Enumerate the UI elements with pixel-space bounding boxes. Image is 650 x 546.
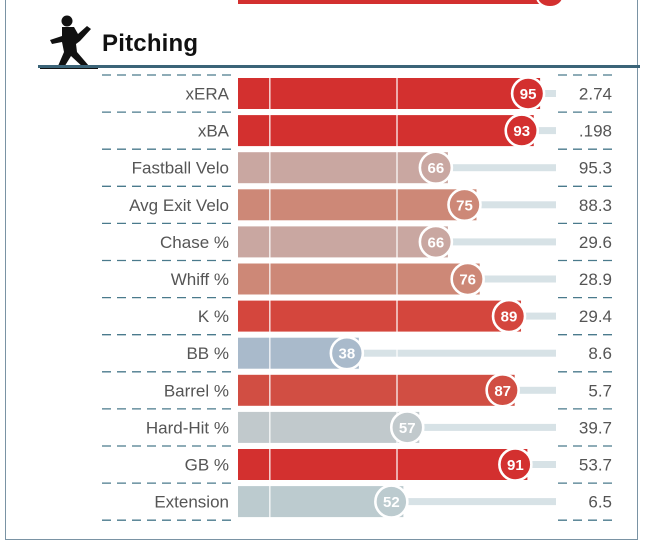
percentile-track (447, 164, 556, 172)
percentile-bubble (504, 113, 540, 148)
percentile-bubble (389, 410, 425, 445)
metric-label: BB % (186, 344, 229, 363)
percentile-label: 66 (428, 234, 445, 251)
metric-value: 39.7 (579, 418, 612, 437)
percentile-label: 57 (399, 420, 416, 437)
metric-value: 5.7 (588, 381, 612, 400)
metric-value: 95.3 (579, 159, 612, 178)
metric-label: Avg Exit Velo (129, 196, 229, 215)
percentile-label: 66 (428, 160, 445, 177)
percentile-bubble (491, 298, 527, 334)
metric-value: .198 (579, 122, 612, 141)
percentile-bubble (374, 484, 409, 519)
percentile-track (419, 423, 556, 431)
percentile-bar (238, 189, 477, 221)
metric-label: xBA (198, 122, 230, 141)
percentile-track (403, 498, 556, 506)
metric-value: 88.3 (579, 196, 612, 215)
section-header: Pitching (38, 14, 640, 70)
percentile-bar (238, 78, 541, 109)
percentile-label: 95 (520, 86, 537, 103)
metric-label: Extension (154, 493, 229, 512)
percentile-label: 91 (507, 457, 524, 474)
metric-value: 29.6 (579, 233, 612, 252)
percentile-label: 87 (494, 383, 511, 400)
metric-value: 8.6 (588, 344, 612, 363)
percentile-bubble (498, 447, 533, 482)
percentile-track (533, 127, 556, 135)
percentile-bar (238, 374, 515, 406)
metric-label: Chase % (160, 233, 229, 252)
metric-label: Hard-Hit % (146, 418, 229, 437)
percentile-bubble (447, 187, 482, 223)
metric-value: 2.74 (579, 85, 612, 104)
percentile-bubble (418, 150, 454, 185)
percentile-bar (238, 300, 522, 332)
percentile-bubble (485, 372, 520, 408)
percentile-track (476, 201, 556, 209)
percentile-label: 38 (338, 346, 355, 363)
percentile-label: 93 (513, 123, 530, 140)
percentile-label: 89 (501, 309, 518, 326)
percentile-bubble (329, 335, 365, 371)
percentile-bar (238, 263, 480, 295)
percentile-bar (238, 115, 534, 147)
percentile-track (447, 238, 556, 246)
percentile-track (514, 386, 556, 394)
percentile-bar (238, 411, 420, 443)
percentile-bubble (510, 76, 546, 111)
metric-label: Fastball Velo (132, 159, 229, 178)
percentile-track (540, 90, 556, 97)
percentile-track (479, 275, 556, 283)
percentile-bar (238, 226, 448, 258)
percentile-label: 52 (383, 494, 400, 511)
percentile-track (521, 312, 556, 320)
percentile-bar (238, 152, 448, 184)
header-rule (38, 65, 640, 68)
metric-value: 29.4 (579, 307, 612, 326)
metric-value: 53.7 (579, 456, 612, 475)
metric-label: Whiff % (171, 270, 229, 289)
previous-section-bar (238, 0, 558, 4)
metric-label: Barrel % (164, 381, 229, 400)
percentile-bubble (418, 224, 454, 260)
percentile-bar (238, 449, 528, 480)
percentile-bubble (450, 261, 485, 297)
metric-label: xERA (186, 85, 230, 104)
percentile-track (527, 461, 556, 468)
metric-value: 6.5 (588, 493, 612, 512)
panel-frame (5, 0, 638, 540)
metric-value: 28.9 (579, 270, 612, 289)
percentile-track (358, 349, 556, 357)
percentile-label: 75 (456, 197, 473, 214)
metric-label: GB % (185, 456, 229, 475)
metric-label: K % (198, 307, 229, 326)
percentile-label: 76 (459, 272, 476, 289)
section-title: Pitching (102, 30, 199, 57)
